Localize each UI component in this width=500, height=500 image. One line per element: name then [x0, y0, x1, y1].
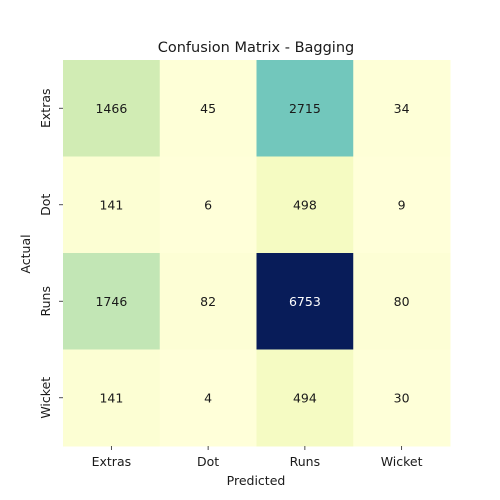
heatmap-cells	[63, 60, 451, 447]
heatmap-cell-labels: 1466 45 2715 34 141 6 498 9 1746 82 6753 80 141 4 494 3…	[95, 101, 409, 406]
heatmap-cell-wicket-runs	[256, 349, 354, 447]
heatmap-cell-runs-extras	[63, 253, 161, 350]
heatmap-cell-runs-dot	[159, 253, 257, 350]
x-tick-label: Dot	[197, 454, 219, 469]
y-axis-ticks: Extras Dot Runs Wicket	[38, 88, 63, 419]
heatmap-cell-dot-extras	[63, 156, 161, 254]
cell-value-label: 30	[394, 390, 410, 405]
cell-value-label: 2715	[289, 101, 321, 116]
y-tick-label: Extras	[38, 88, 53, 128]
y-axis-label: Actual	[18, 234, 33, 273]
x-tick-label: Runs	[290, 454, 320, 469]
cell-value-label: 6753	[289, 294, 321, 309]
heatmap-cell-wicket-dot	[159, 349, 257, 447]
cell-value-label: 82	[200, 294, 216, 309]
heatmap-cell-extras-wicket	[353, 60, 451, 157]
cell-value-label: 141	[99, 390, 123, 405]
cell-value-label: 494	[293, 390, 317, 405]
x-axis-label: Predicted	[227, 473, 286, 488]
heatmap-cell-runs-wicket	[353, 253, 451, 350]
x-axis-ticks: Extras Dot Runs Wicket	[92, 446, 423, 469]
heatmap-cell-wicket-extras	[63, 349, 161, 447]
heatmap-cell-extras-runs	[256, 60, 354, 157]
cell-value-label: 6	[204, 197, 212, 212]
x-tick-label: Wicket	[381, 454, 423, 469]
heatmap-cell-wicket-wicket	[353, 349, 451, 447]
chart-title: Confusion Matrix - Bagging	[158, 40, 355, 56]
cell-value-label: 1466	[95, 101, 127, 116]
heatmap-cell-runs-runs	[256, 253, 354, 350]
y-tick-label: Wicket	[38, 377, 53, 419]
x-tick-label: Extras	[92, 454, 132, 469]
heatmap-cell-dot-runs	[256, 156, 354, 254]
cell-value-label: 80	[394, 294, 410, 309]
cell-value-label: 45	[200, 101, 216, 116]
y-tick-label: Runs	[38, 286, 53, 316]
cell-value-label: 4	[204, 390, 212, 405]
cell-value-label: 34	[394, 101, 410, 116]
y-tick-label: Dot	[38, 194, 53, 216]
cell-value-label: 498	[293, 197, 317, 212]
cell-value-label: 9	[398, 197, 406, 212]
heatmap-cell-dot-dot	[159, 156, 257, 254]
cell-value-label: 141	[99, 197, 123, 212]
cell-value-label: 1746	[95, 294, 127, 309]
heatmap-cell-extras-extras	[63, 60, 161, 157]
heatmap-cell-dot-wicket	[353, 156, 451, 254]
heatmap-cell-extras-dot	[159, 60, 257, 157]
